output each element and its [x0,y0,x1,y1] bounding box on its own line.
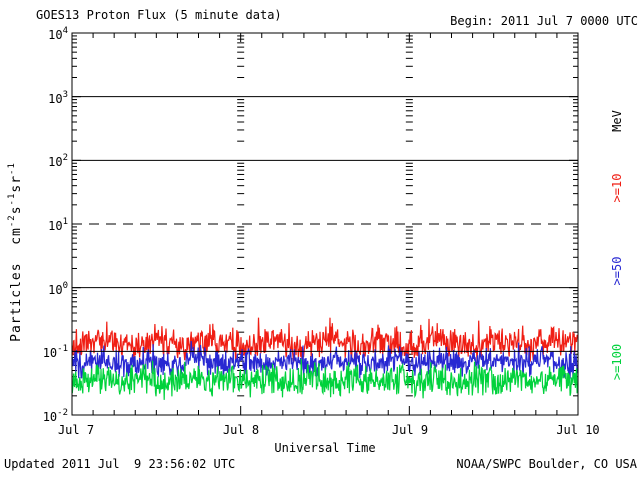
series-label-ge100: >=100 [610,343,624,381]
right-unit-label: MeV [610,110,624,132]
y-tick-label: 100 [48,281,68,297]
begin-time-label: Begin: 2011 Jul 7 0000 UTC [450,14,638,28]
y-axis-title: Particles cm-2s-1sr-1 [6,162,25,342]
y-tick-label: 101 [48,217,68,233]
y-tick-label: 104 [48,26,68,42]
x-tick-label: Jul 7 [57,423,95,437]
x-axis-title: Universal Time [274,441,376,455]
source-attribution: NOAA/SWPC Boulder, CO USA [456,457,637,471]
x-tick-label: Jul 10 [556,423,600,437]
x-tick-label: Jul 9 [391,423,429,437]
chart-title: GOES13 Proton Flux (5 minute data) [36,8,282,22]
y-tick-label: 10-2 [42,408,68,424]
x-tick-label: Jul 8 [222,423,260,437]
series-label-ge50: >=50 [610,256,624,286]
series-label-ge10: >=10 [610,173,624,203]
y-tick-label: 103 [48,90,68,106]
y-tick-label: 102 [48,153,68,169]
y-tick-label: 10-1 [42,344,68,360]
updated-timestamp: Updated 2011 Jul 9 23:56:02 UTC [4,457,236,471]
